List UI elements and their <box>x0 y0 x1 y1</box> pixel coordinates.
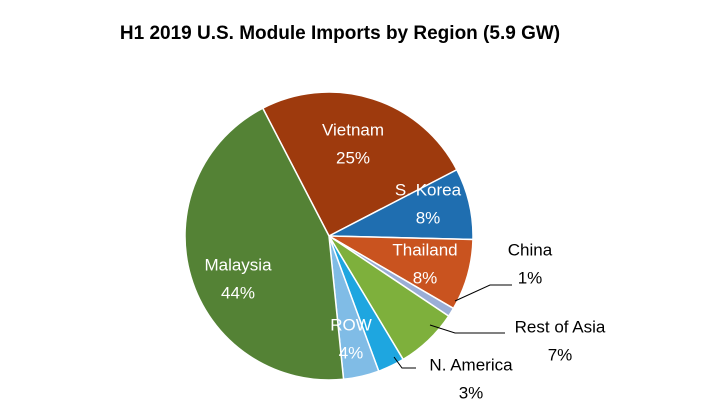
slice-label: Vietnam <box>322 120 384 139</box>
value-label: 44% <box>221 283 255 302</box>
value-label: 4% <box>339 343 364 362</box>
slice-label: N. America <box>429 355 513 374</box>
slice-label: Malaysia <box>204 255 272 274</box>
slice-label: Thailand <box>392 240 457 259</box>
value-label: 3% <box>459 383 484 402</box>
slice-label: Rest of Asia <box>515 317 606 336</box>
value-label: 8% <box>416 208 441 227</box>
value-label: 1% <box>518 268 543 287</box>
chart-title: H1 2019 U.S. Module Imports by Region (5… <box>120 23 560 44</box>
value-label: 7% <box>548 345 573 364</box>
leader-line <box>454 284 512 302</box>
slice-label: China <box>508 240 553 259</box>
pie-slice <box>261 91 458 238</box>
slice-label: S. Korea <box>395 180 462 199</box>
value-label: 8% <box>413 268 438 287</box>
leader-line <box>393 356 416 369</box>
slice-label: ROW <box>330 315 372 334</box>
leader-line <box>429 324 505 334</box>
value-label: 25% <box>336 148 370 167</box>
pie-slice <box>184 107 345 381</box>
